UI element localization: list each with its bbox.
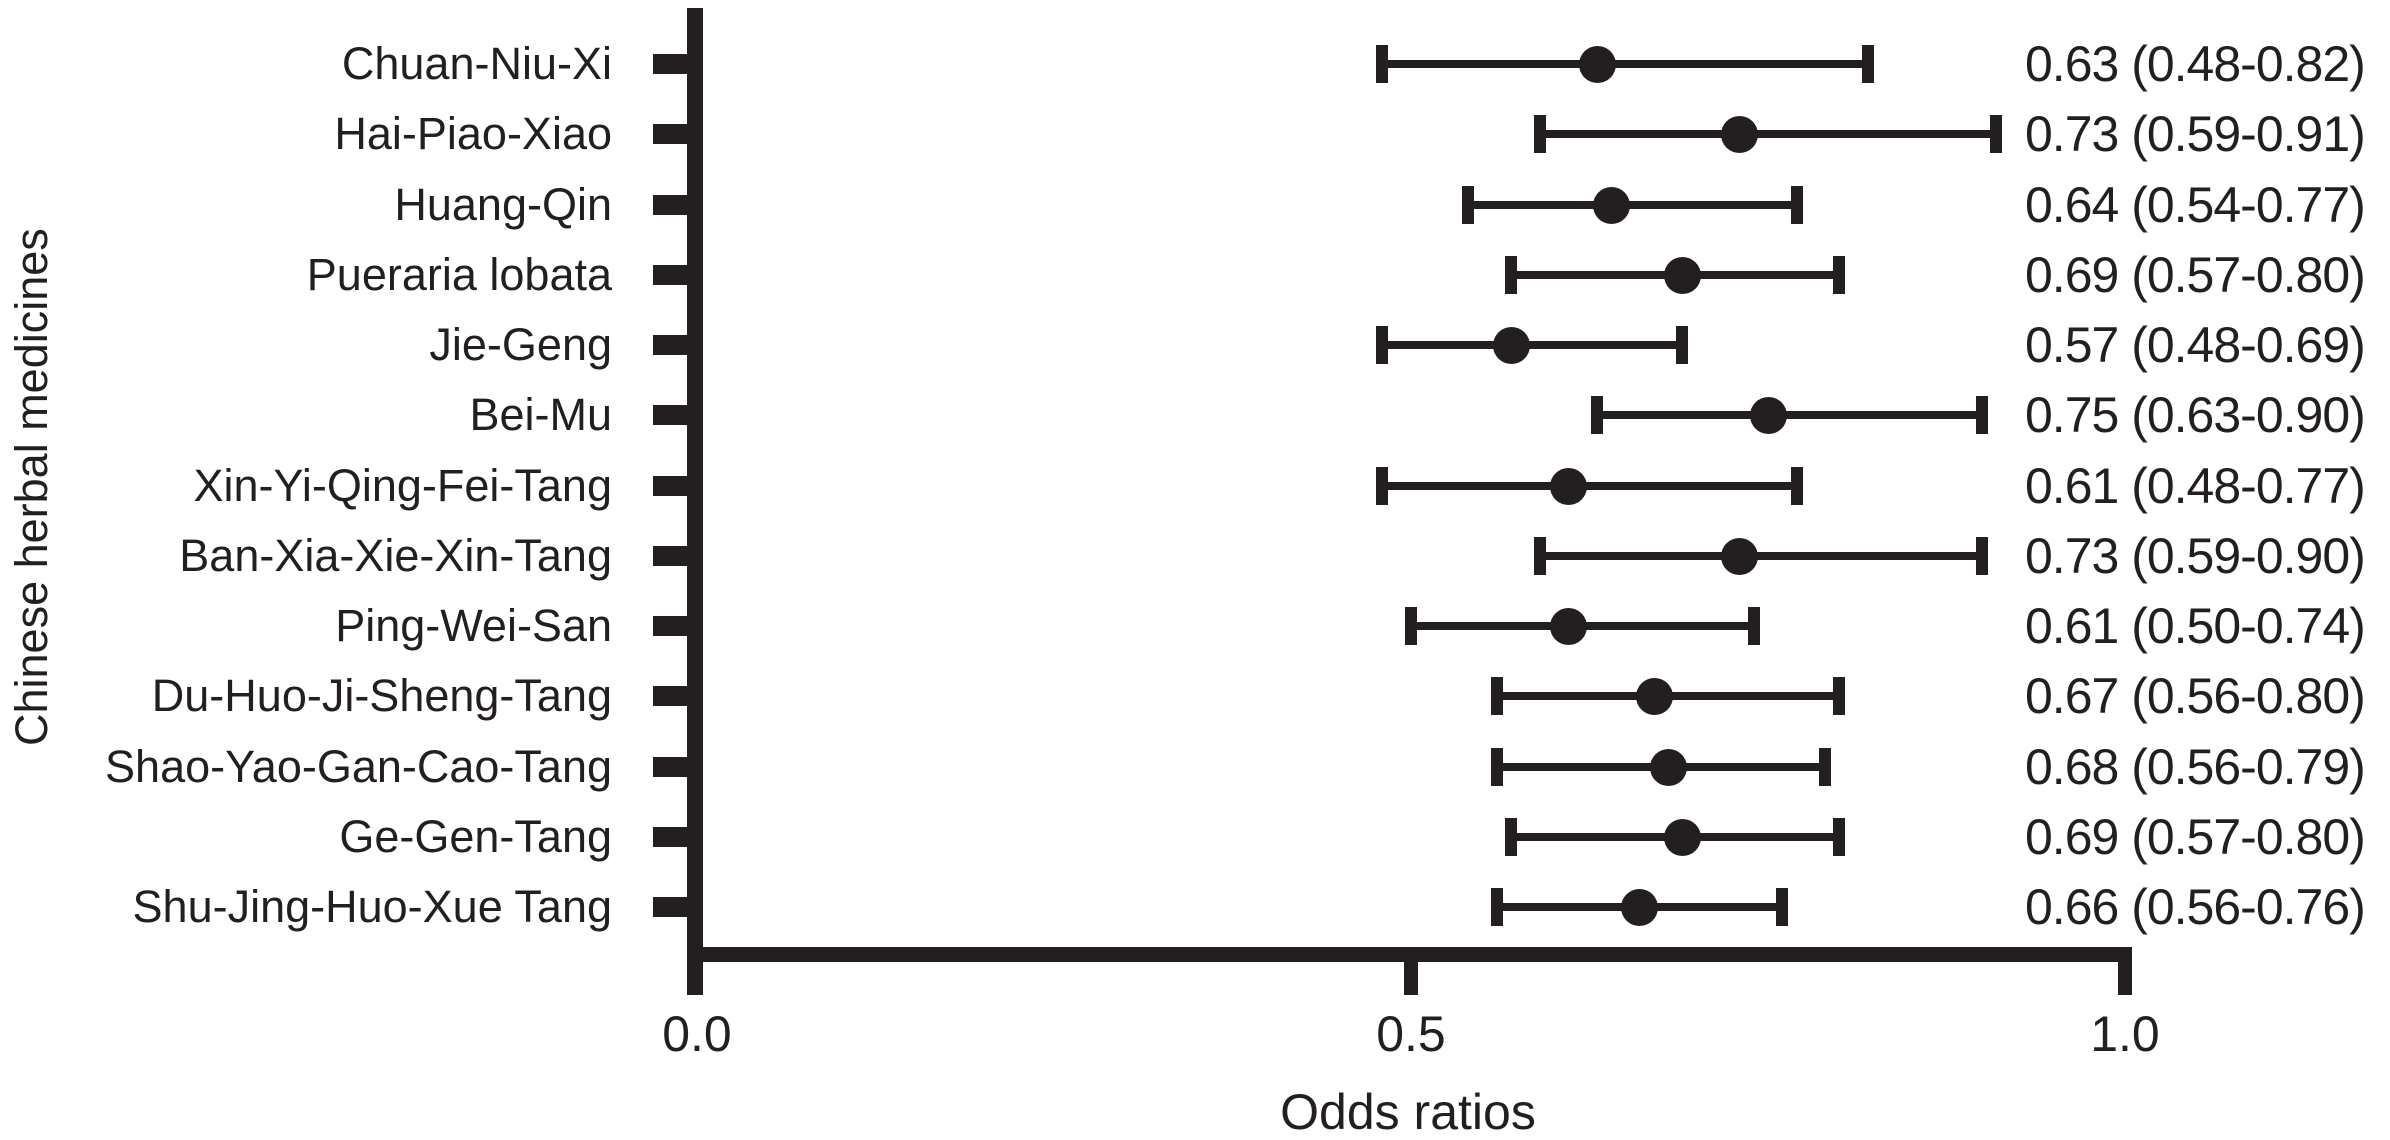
y-axis-row-tick xyxy=(653,546,689,566)
odds-ratio-value-text: 0.73 (0.59-0.90) xyxy=(2025,528,2366,584)
y-axis-row-tick xyxy=(653,405,689,425)
odds-ratio-value-text: 0.57 (0.48-0.69) xyxy=(2025,317,2366,373)
ci-upper-cap xyxy=(1748,607,1760,645)
y-axis-row-tick xyxy=(653,616,689,636)
y-axis-row-tick xyxy=(653,897,689,917)
odds-ratio-point xyxy=(1721,116,1758,153)
odds-ratio-value-text: 0.68 (0.56-0.79) xyxy=(2025,739,2366,795)
odds-ratio-point xyxy=(1493,327,1530,364)
odds-ratio-value-text: 0.66 (0.56-0.76) xyxy=(2025,879,2366,935)
x-axis-title: Odds ratios xyxy=(1280,1084,1536,1140)
odds-ratio-value-text: 0.73 (0.59-0.91) xyxy=(2025,106,2366,162)
odds-ratio-value-text: 0.69 (0.57-0.80) xyxy=(2025,809,2366,865)
confidence-interval-line xyxy=(1382,482,1797,490)
ci-upper-cap xyxy=(1676,326,1688,364)
ci-upper-cap xyxy=(1990,115,2002,153)
y-axis-title: Chinese herbal medicines xyxy=(6,228,57,747)
odds-ratio-point xyxy=(1664,819,1701,856)
confidence-interval-line xyxy=(1540,552,1982,560)
odds-ratio-value-text: 0.75 (0.63-0.90) xyxy=(2025,387,2366,443)
ci-lower-cap xyxy=(1534,537,1546,575)
confidence-interval-line xyxy=(1382,60,1868,68)
ci-lower-cap xyxy=(1491,748,1503,786)
category-label: Jie-Geng xyxy=(429,319,612,370)
odds-ratio-point xyxy=(1636,678,1673,715)
y-axis-row-tick xyxy=(653,827,689,847)
y-axis-line xyxy=(687,8,703,995)
ci-lower-cap xyxy=(1376,467,1388,505)
ci-upper-cap xyxy=(1833,677,1845,715)
ci-upper-cap xyxy=(1862,45,1874,83)
ci-lower-cap xyxy=(1505,818,1517,856)
ci-lower-cap xyxy=(1462,186,1474,224)
category-label: Chuan-Niu-Xi xyxy=(341,38,612,89)
y-axis-row-tick xyxy=(653,124,689,144)
ci-lower-cap xyxy=(1534,115,1546,153)
ci-upper-cap xyxy=(1791,467,1803,505)
odds-ratio-value-text: 0.64 (0.54-0.77) xyxy=(2025,177,2366,233)
odds-ratio-point xyxy=(1721,538,1758,575)
y-axis-row-tick xyxy=(653,265,689,285)
ci-lower-cap xyxy=(1491,888,1503,926)
odds-ratio-value-text: 0.69 (0.57-0.80) xyxy=(2025,247,2366,303)
confidence-interval-line xyxy=(1382,341,1682,349)
x-axis-tick-label: 1.0 xyxy=(2090,1006,2160,1062)
ci-upper-cap xyxy=(1776,888,1788,926)
category-label: Shao-Yao-Gan-Cao-Tang xyxy=(105,741,612,792)
ci-lower-cap xyxy=(1591,396,1603,434)
category-label: Huang-Qin xyxy=(394,179,612,230)
ci-lower-cap xyxy=(1376,45,1388,83)
odds-ratio-point xyxy=(1550,608,1587,645)
confidence-interval-line xyxy=(1540,130,1996,138)
odds-ratio-point xyxy=(1750,397,1787,434)
ci-lower-cap xyxy=(1376,326,1388,364)
odds-ratio-value-text: 0.67 (0.56-0.80) xyxy=(2025,668,2366,724)
ci-lower-cap xyxy=(1505,256,1517,294)
x-axis-tick-label: 0.5 xyxy=(1376,1006,1446,1062)
odds-ratio-value-text: 0.61 (0.48-0.77) xyxy=(2025,458,2366,514)
confidence-interval-line xyxy=(1468,201,1797,209)
category-label: Du-Huo-Ji-Sheng-Tang xyxy=(151,670,612,721)
y-axis-row-tick xyxy=(653,686,689,706)
y-axis-row-tick xyxy=(653,476,689,496)
category-label: Xin-Yi-Qing-Fei-Tang xyxy=(193,460,612,511)
odds-ratio-point xyxy=(1664,257,1701,294)
category-label: Hai-Piao-Xiao xyxy=(334,108,612,159)
x-axis-tick xyxy=(1404,947,1418,995)
y-axis-row-tick xyxy=(653,335,689,355)
odds-ratio-point xyxy=(1579,46,1616,83)
x-axis-tick-label: 0.0 xyxy=(662,1006,732,1062)
category-label: Bei-Mu xyxy=(469,389,612,440)
category-label: Shu-Jing-Huo-Xue Tang xyxy=(132,881,612,932)
ci-upper-cap xyxy=(1791,186,1803,224)
odds-ratio-point xyxy=(1650,749,1687,786)
ci-upper-cap xyxy=(1976,537,1988,575)
odds-ratio-value-text: 0.63 (0.48-0.82) xyxy=(2025,36,2366,92)
category-label: Ge-Gen-Tang xyxy=(339,811,612,862)
odds-ratio-point xyxy=(1550,468,1587,505)
y-axis-row-tick xyxy=(653,54,689,74)
ci-upper-cap xyxy=(1819,748,1831,786)
ci-upper-cap xyxy=(1833,818,1845,856)
odds-ratio-point xyxy=(1593,187,1630,224)
odds-ratio-point xyxy=(1621,889,1658,926)
category-label: Ping-Wei-San xyxy=(335,600,612,651)
category-label: Pueraria lobata xyxy=(306,249,612,300)
y-axis-row-tick xyxy=(653,195,689,215)
odds-ratio-value-text: 0.61 (0.50-0.74) xyxy=(2025,598,2366,654)
ci-lower-cap xyxy=(1491,677,1503,715)
ci-upper-cap xyxy=(1976,396,1988,434)
confidence-interval-line xyxy=(1597,411,1982,419)
x-axis-tick xyxy=(2118,947,2132,995)
category-label: Ban-Xia-Xie-Xin-Tang xyxy=(179,530,612,581)
ci-lower-cap xyxy=(1405,607,1417,645)
y-axis-row-tick xyxy=(653,757,689,777)
ci-upper-cap xyxy=(1833,256,1845,294)
